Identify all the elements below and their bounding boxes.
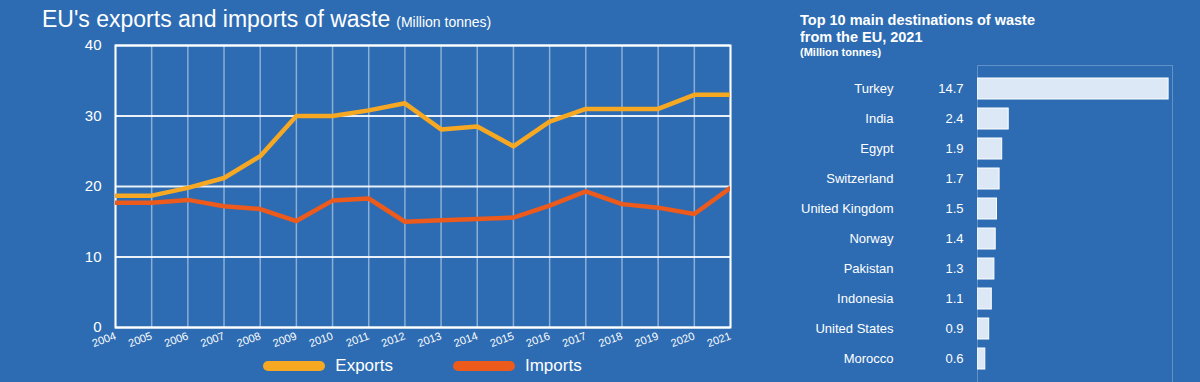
svg-text:1.5: 1.5 bbox=[945, 201, 963, 216]
svg-text:2009: 2009 bbox=[271, 329, 298, 349]
svg-text:2013: 2013 bbox=[416, 329, 443, 349]
html-text:Exports: Exports bbox=[335, 356, 393, 375]
html-text:Top 10 main destinations of wa: Top 10 main destinations of waste from t… bbox=[800, 12, 1035, 45]
svg-text:Switzerland: Switzerland bbox=[826, 171, 893, 186]
svg-text:2020: 2020 bbox=[669, 329, 696, 349]
svg-text:Pakistan: Pakistan bbox=[844, 261, 894, 276]
svg-text:0.6: 0.6 bbox=[945, 351, 963, 366]
svg-text:0.9: 0.9 bbox=[945, 321, 963, 336]
svg-text:1.9: 1.9 bbox=[945, 141, 963, 156]
html-text:(Million tonnes): (Million tonnes) bbox=[800, 46, 882, 58]
svg-text:1.4: 1.4 bbox=[945, 231, 963, 246]
svg-text:2014: 2014 bbox=[452, 329, 479, 349]
svg-text:2010: 2010 bbox=[307, 329, 334, 349]
svg-text:India: India bbox=[865, 111, 894, 126]
html-text:Imports: Imports bbox=[525, 356, 582, 375]
svg-text:2008: 2008 bbox=[235, 329, 262, 349]
svg-text:2006: 2006 bbox=[163, 329, 190, 349]
svg-text:10: 10 bbox=[85, 248, 102, 265]
svg-text:Turkey: Turkey bbox=[854, 81, 894, 96]
svg-text:1.1: 1.1 bbox=[945, 291, 963, 306]
svg-text:40: 40 bbox=[85, 36, 102, 53]
svg-text:20: 20 bbox=[85, 177, 102, 194]
svg-text:2019: 2019 bbox=[633, 329, 660, 349]
svg-text:1.7: 1.7 bbox=[945, 171, 963, 186]
svg-text:United Kingdom: United Kingdom bbox=[801, 201, 894, 216]
svg-text:2021: 2021 bbox=[705, 329, 732, 349]
svg-text:2007: 2007 bbox=[199, 329, 226, 349]
svg-text:2016: 2016 bbox=[524, 329, 551, 349]
svg-text:2015: 2015 bbox=[488, 329, 515, 349]
svg-text:2011: 2011 bbox=[344, 329, 370, 348]
html-text:EU's exports and imports of wa: EU's exports and imports of waste (Milli… bbox=[42, 6, 492, 32]
svg-text:0: 0 bbox=[93, 318, 101, 335]
svg-text:Morocco: Morocco bbox=[844, 351, 894, 366]
svg-text:14.7: 14.7 bbox=[938, 81, 963, 96]
svg-text:2.4: 2.4 bbox=[945, 111, 963, 126]
svg-text:30: 30 bbox=[85, 107, 102, 124]
svg-text:2018: 2018 bbox=[597, 329, 624, 349]
svg-text:Indonesia: Indonesia bbox=[837, 291, 894, 306]
svg-text:2005: 2005 bbox=[126, 329, 153, 349]
svg-text:Norway: Norway bbox=[849, 231, 894, 246]
svg-text:2004: 2004 bbox=[90, 329, 117, 349]
svg-text:2012: 2012 bbox=[380, 329, 407, 349]
svg-text:United States: United States bbox=[815, 321, 894, 336]
svg-text:Egypt: Egypt bbox=[860, 141, 894, 156]
svg-text:2017: 2017 bbox=[561, 329, 588, 349]
svg-text:1.3: 1.3 bbox=[945, 261, 963, 276]
